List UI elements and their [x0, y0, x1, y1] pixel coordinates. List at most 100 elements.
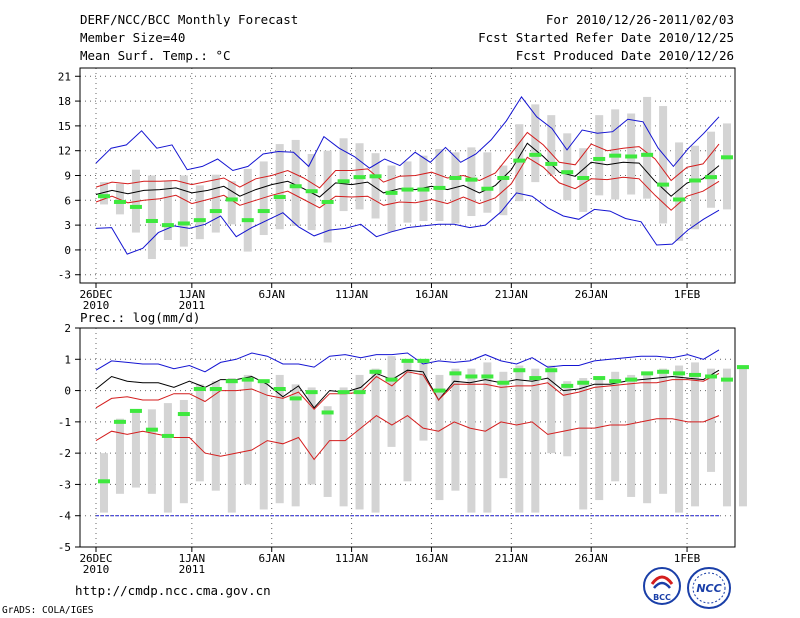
prec-spread-box: [147, 409, 156, 494]
temp-ensemble-mark: [481, 186, 494, 191]
temp-ensemble-mark: [593, 156, 606, 161]
prec-ensemble-mark: [736, 365, 749, 370]
temp-ensemble-mark: [385, 190, 398, 195]
prec-spread-box: [579, 378, 588, 510]
temp-ensemble-mark: [673, 197, 686, 202]
prec-ensemble-mark: [401, 358, 414, 363]
bcc-logo: BCC: [643, 567, 681, 605]
prec-ensemble-mark: [481, 374, 494, 379]
temp-spread-box: [211, 174, 220, 233]
prec-spread-box: [531, 368, 540, 513]
prec-spread-box: [419, 359, 428, 441]
temp-spread-box: [435, 149, 444, 221]
prec-ensemble-mark: [369, 369, 382, 374]
prec-spread-box: [243, 374, 252, 485]
prec-ytick-label: -3: [58, 478, 71, 491]
prec-spread-box: [371, 368, 380, 513]
prec-spread-box: [499, 371, 508, 479]
prec-ensemble-mark: [129, 408, 142, 413]
temp-ytick-label: 0: [64, 244, 71, 257]
source-url[interactable]: http://cmdp.ncc.cma.gov.cn: [75, 583, 271, 598]
temp-xtick-label: 26JAN: [575, 288, 608, 301]
prec-spread-box: [691, 362, 700, 507]
prec-xtick-label: 1JAN: [179, 552, 206, 565]
prec-spread-box: [483, 362, 492, 513]
prec-spread-box: [659, 368, 668, 494]
prec-ensemble-mark: [161, 433, 174, 438]
temp-spread-box: [691, 145, 700, 230]
temp-ensemble-mark: [161, 223, 174, 228]
temp-spread-box: [563, 133, 572, 201]
temp-ytick-label: 9: [64, 170, 71, 183]
temp-ensemble-mark: [657, 182, 670, 187]
temp-ytick-label: 21: [58, 70, 71, 83]
bcc-logo-text: BCC: [653, 593, 671, 602]
variable-label: Mean Surf. Temp.: °C: [80, 48, 231, 63]
prec-ensemble-mark: [545, 368, 558, 373]
prec-xtick-year: 2010: [83, 563, 110, 576]
temp-spread-box: [707, 131, 716, 208]
temp-ensemble-mark: [417, 187, 430, 192]
temp-line-mean_minus_sd: [95, 156, 720, 211]
prec-spread-box: [259, 381, 268, 510]
prec-ensemble-mark: [577, 380, 590, 385]
prec-ytick-label: -2: [58, 447, 71, 460]
started-date: Fcst Started Refer Date 2010/12/25: [478, 30, 734, 45]
temp-xtick-label: 1FEB: [674, 288, 701, 301]
temp-spread-box: [483, 152, 492, 213]
temp-ensemble-mark: [129, 204, 142, 209]
grads-credit: GrADS: COLA/IGES: [2, 605, 94, 616]
temp-xtick-label: 1JAN: [179, 288, 206, 301]
prec-ytick-label: -5: [58, 541, 71, 554]
prec-spread-box: [547, 365, 556, 454]
prec-spread-box: [195, 384, 204, 482]
temp-xtick-label: 26DEC: [79, 288, 112, 301]
temp-spread-box: [467, 147, 476, 217]
prec-ensemble-mark: [609, 379, 622, 384]
temp-ensemble-mark: [625, 154, 638, 159]
temp-ytick-label: 18: [58, 95, 71, 108]
chart-title: DERF/NCC/BCC Monthly Forecast: [80, 12, 299, 27]
prec-ensemble-mark: [385, 377, 398, 382]
temp-ensemble-mark: [497, 175, 510, 180]
prec-spread-box: [131, 412, 140, 488]
prec-ensemble-mark: [529, 376, 542, 381]
temp-spread-box: [163, 180, 172, 240]
prec-ensemble-mark: [353, 390, 366, 395]
temp-spread-box: [275, 144, 284, 230]
temp-line-ens_max: [95, 96, 720, 172]
temp-ensemble-mark: [273, 195, 286, 199]
prec-ensemble-mark: [257, 379, 270, 384]
temp-ensemble-mark: [561, 170, 574, 175]
prec-ensemble-mark: [337, 390, 350, 395]
temp-spread-box: [722, 123, 731, 210]
temp-ensemble-mark: [113, 199, 126, 204]
prec-ensemble-mark: [225, 379, 238, 384]
prec-ytick-label: -4: [58, 510, 72, 523]
prec-line-mean_minus_sd: [95, 371, 720, 411]
temp-xtick-year: 2011: [179, 299, 206, 312]
temp-ensemble-mark: [177, 221, 190, 226]
prec-spread-box: [115, 418, 124, 494]
temp-ensemble-mark: [609, 153, 622, 158]
prec-xtick-label: 6JAN: [258, 552, 285, 565]
prec-ensemble-mark: [720, 377, 733, 382]
prec-ensemble-mark: [433, 388, 446, 393]
prec-spread-box: [515, 365, 524, 513]
prec-ensemble-mark: [289, 396, 302, 401]
temp-spread-box: [643, 96, 652, 199]
temp-ensemble-mark: [97, 194, 110, 199]
prec-ensemble-mark: [705, 374, 718, 379]
prec-spread-box: [595, 378, 604, 501]
temp-spread-box: [515, 124, 524, 202]
temp-spread-box: [387, 165, 396, 232]
temp-ensemble-mark: [289, 184, 302, 189]
temp-line-mean_plus_sd: [95, 131, 720, 189]
temp-xtick-label: 11JAN: [335, 288, 368, 301]
temp-ensemble-mark: [465, 177, 478, 182]
temp-spread-box: [403, 161, 412, 223]
produced-date: Fcst Produced Date 2010/12/26: [515, 48, 734, 63]
temp-spread-box: [675, 142, 684, 241]
temp-ensemble-mark: [720, 155, 733, 160]
